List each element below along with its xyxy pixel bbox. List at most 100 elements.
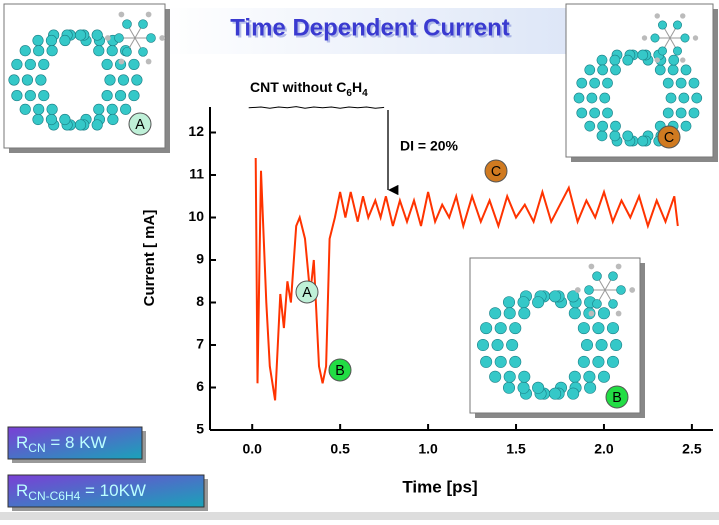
- atom: [492, 339, 503, 350]
- atom: [12, 59, 23, 70]
- hydrogen: [642, 35, 647, 40]
- atom: [666, 93, 676, 103]
- resistance-boxes: RCN = 8 KW RCN-C6H4 = 10KW: [8, 427, 208, 511]
- atom: [602, 78, 612, 88]
- atom: [489, 371, 500, 382]
- atom: [129, 59, 140, 70]
- atom: [689, 108, 699, 118]
- atom: [105, 75, 116, 86]
- atom: [115, 90, 126, 101]
- atom: [676, 108, 686, 118]
- y-tick-label: 9: [196, 251, 204, 267]
- atom: [38, 90, 49, 101]
- atom: [22, 75, 33, 86]
- hydrogen: [146, 59, 152, 65]
- atom: [578, 356, 589, 367]
- x-axis-label: Time [ps]: [402, 477, 477, 496]
- atom: [663, 78, 673, 88]
- atom: [577, 78, 587, 88]
- atom: [567, 388, 578, 399]
- hydrogen: [693, 35, 698, 40]
- atom: [593, 322, 604, 333]
- atom: [503, 296, 514, 307]
- atom: [47, 45, 58, 56]
- atom: [623, 55, 633, 65]
- atom: [676, 78, 686, 88]
- atom: [584, 382, 595, 393]
- atom: [609, 272, 618, 281]
- atom: [593, 356, 604, 367]
- atom: [593, 272, 602, 281]
- atom: [129, 90, 140, 101]
- atom: [598, 371, 609, 382]
- badge-label: C: [491, 164, 501, 180]
- atom: [658, 47, 666, 55]
- atom: [20, 45, 31, 56]
- atom: [33, 35, 44, 46]
- atom: [9, 75, 20, 86]
- atom: [597, 55, 607, 65]
- atom: [25, 90, 36, 101]
- atom: [609, 299, 618, 308]
- atom: [598, 121, 608, 131]
- atom: [590, 108, 600, 118]
- y-tick-label: 7: [196, 336, 204, 352]
- atom: [598, 65, 608, 75]
- atom: [123, 20, 132, 29]
- atom: [593, 299, 602, 308]
- atom: [600, 93, 610, 103]
- atom: [549, 291, 560, 302]
- hydrogen: [146, 12, 152, 18]
- hydrogen: [680, 13, 685, 18]
- y-tick-label: 8: [196, 293, 204, 309]
- atom: [607, 356, 618, 367]
- atom: [584, 371, 595, 382]
- atom: [569, 371, 580, 382]
- x-tick-label: 2.0: [594, 441, 614, 457]
- badge-label: B: [612, 390, 622, 406]
- hydrogen: [616, 311, 622, 317]
- atom: [60, 114, 71, 125]
- atom: [36, 75, 47, 86]
- atom: [692, 93, 702, 103]
- atom: [93, 45, 104, 56]
- atom: [578, 322, 589, 333]
- atom: [33, 104, 44, 115]
- atom: [585, 286, 594, 295]
- x-tick-label: 0.5: [330, 441, 350, 457]
- atom: [574, 93, 584, 103]
- hydrogen: [616, 264, 622, 270]
- atom: [519, 308, 530, 319]
- atom: [673, 47, 681, 55]
- atom: [504, 308, 515, 319]
- atom: [107, 104, 118, 115]
- atom: [480, 356, 491, 367]
- atom: [638, 136, 648, 146]
- atom: [477, 339, 488, 350]
- atom: [139, 20, 148, 29]
- atom: [47, 104, 58, 115]
- atom: [610, 65, 620, 75]
- atom: [93, 104, 104, 115]
- atom: [107, 45, 118, 56]
- hydrogen: [575, 287, 581, 293]
- atom: [681, 65, 691, 75]
- atom: [610, 55, 620, 65]
- y-tick-label: 5: [196, 421, 204, 437]
- atom: [102, 90, 113, 101]
- atom: [518, 382, 529, 393]
- hydrogen: [680, 57, 685, 62]
- atom: [139, 47, 148, 56]
- atom: [607, 322, 618, 333]
- y-tick-label: 10: [188, 208, 204, 224]
- atom: [489, 308, 500, 319]
- atom: [681, 121, 691, 131]
- atom: [532, 296, 543, 307]
- delta-label: DI = 20%: [400, 138, 459, 154]
- y-axis-label: Current [ mA]: [141, 210, 158, 307]
- atom: [115, 34, 124, 43]
- hydrogen: [589, 311, 595, 317]
- atom: [585, 121, 595, 131]
- hydrogen: [119, 59, 125, 65]
- atom: [518, 296, 529, 307]
